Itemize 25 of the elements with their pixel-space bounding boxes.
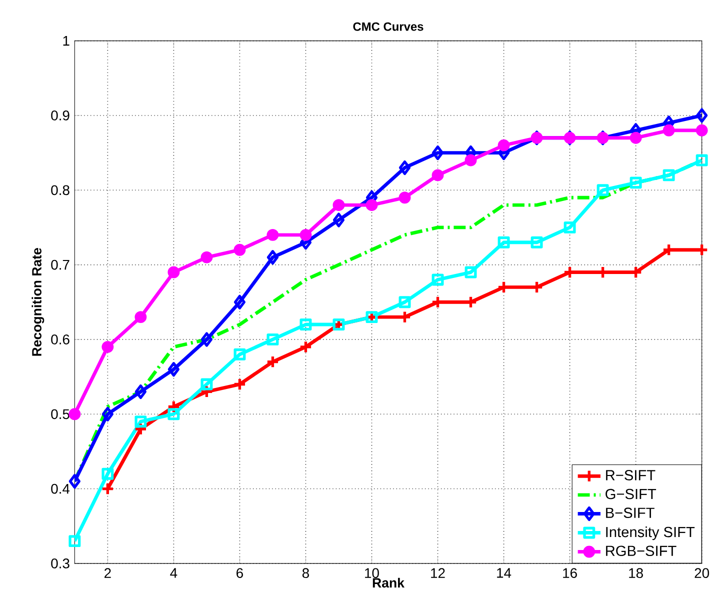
y-tick-label: 0.8 xyxy=(51,185,70,196)
x-tick-label: 10 xyxy=(365,568,379,578)
x-tick-label: 2 xyxy=(104,568,111,578)
x-tick-label: 4 xyxy=(170,568,178,578)
legend-label: B−SIFT xyxy=(606,508,654,518)
y-tick-label: 1 xyxy=(63,36,70,46)
y-tick-label: 0.6 xyxy=(51,334,70,344)
x-tick-label: 12 xyxy=(431,568,445,578)
legend-label: G−SIFT xyxy=(606,488,656,500)
legend-label: R−SIFT xyxy=(606,470,656,480)
x-axis-title: Rank xyxy=(372,578,404,588)
chart-title: CMC Curves xyxy=(353,22,424,31)
y-axis-title: Recognition Rate xyxy=(32,248,44,356)
x-tick-label: 6 xyxy=(236,568,243,578)
x-tick-label: 16 xyxy=(563,568,577,578)
y-tick-label: 0.7 xyxy=(51,260,70,270)
y-tick-label: 0.9 xyxy=(51,110,70,120)
x-tick-label: 20 xyxy=(694,568,710,578)
y-tick-label: 0.3 xyxy=(51,558,70,568)
legend-label: RGB−SIFT xyxy=(606,546,676,556)
legend-label: Intensity SIFT xyxy=(606,526,695,540)
x-tick-label: 8 xyxy=(302,568,309,578)
x-tick-label: 18 xyxy=(629,568,643,578)
x-tick-label: 14 xyxy=(497,568,512,578)
y-tick-label: 0.4 xyxy=(51,484,70,494)
